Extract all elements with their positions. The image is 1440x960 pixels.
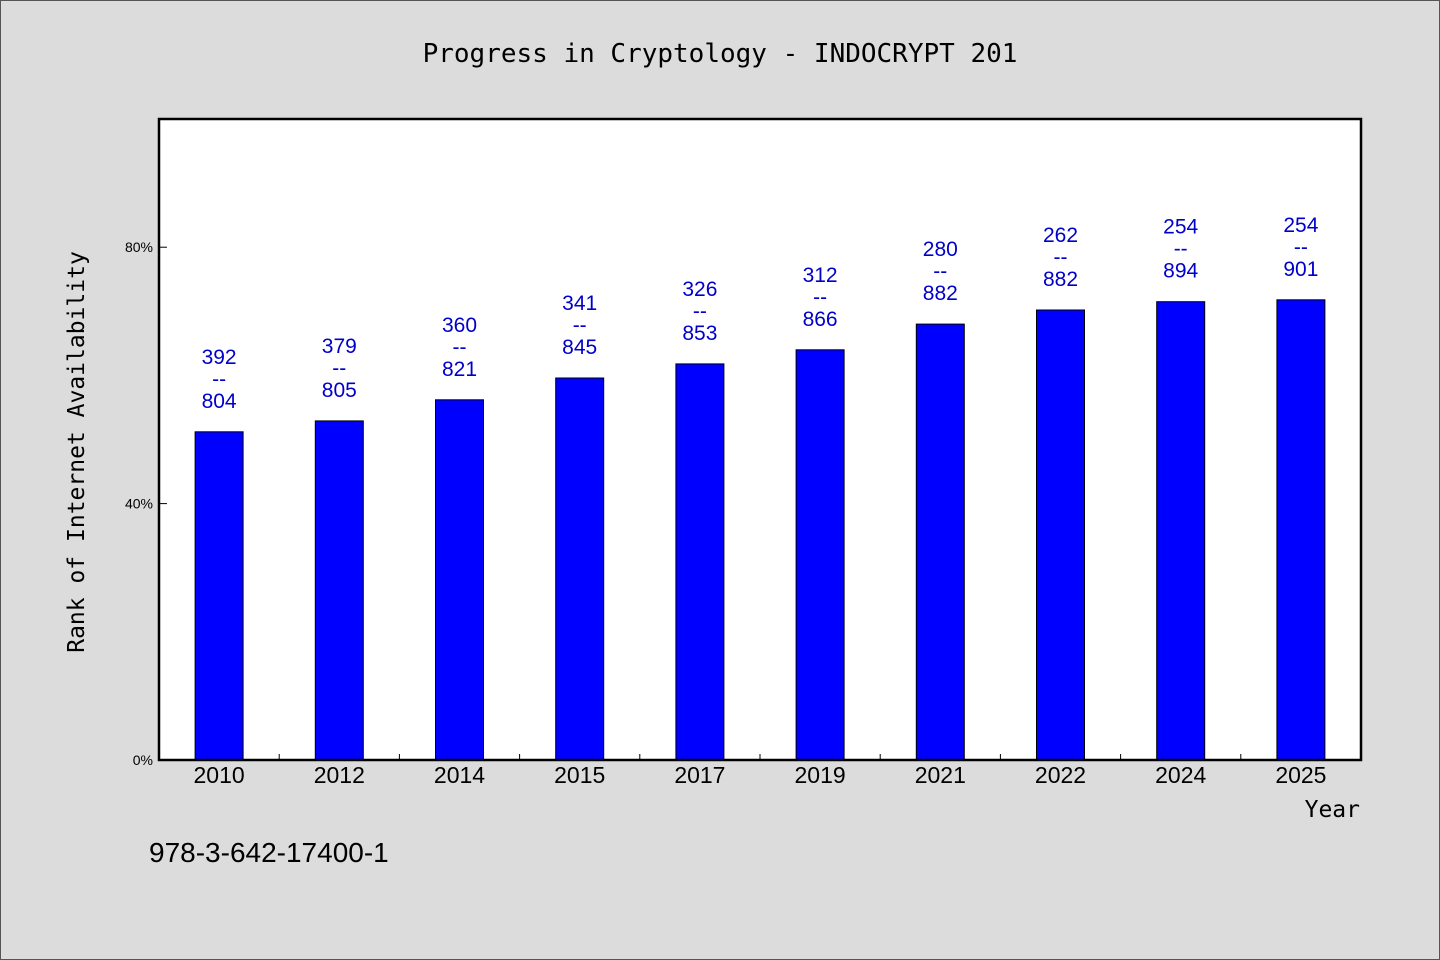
y-tick-label-80: 80%: [125, 239, 153, 255]
x-tick-label-2025: 2025: [1275, 762, 1326, 788]
x-tick-label-2015: 2015: [554, 762, 605, 788]
x-tick-label-2022: 2022: [1035, 762, 1086, 788]
bar-2015: [555, 377, 605, 761]
bar-2012: [314, 420, 364, 761]
data-label-2019-line-1: 312: [803, 264, 838, 287]
data-label-2015-line-3: 845: [562, 336, 597, 359]
x-axis-title: Year: [1305, 797, 1360, 823]
data-label-2022-line-3: 882: [1043, 268, 1078, 291]
data-label-2015-line-1: 341: [562, 292, 597, 315]
data-label-2025-line-1: 254: [1283, 214, 1318, 237]
bar-2014: [435, 399, 484, 761]
x-tick-label-2024: 2024: [1155, 762, 1206, 788]
data-label-2024-line-3: 894: [1163, 260, 1198, 283]
x-tick-label-2014: 2014: [434, 762, 485, 788]
data-label-2014-line-3: 821: [442, 358, 477, 381]
data-label-2021-line-3: 882: [923, 282, 958, 305]
bar-2024: [1156, 301, 1206, 761]
bar-2022: [1036, 309, 1085, 761]
data-label-2017-line-3: 853: [682, 322, 717, 345]
data-label-2019-line-2: --: [813, 286, 827, 309]
data-label-2012-line-3: 805: [322, 379, 357, 402]
data-labels-group: 392--804379--805360--821341--845326--853…: [202, 214, 1319, 413]
x-tick-label-2021: 2021: [915, 762, 966, 788]
data-label-2025-line-2: --: [1294, 236, 1308, 259]
bar-2021: [915, 323, 965, 761]
data-label-2022-line-2: --: [1054, 246, 1068, 269]
data-label-2024-line-2: --: [1174, 238, 1188, 261]
data-label-2014-line-2: --: [453, 336, 467, 359]
data-label-2015-line-2: --: [573, 314, 587, 337]
data-label-2012-line-2: --: [332, 357, 346, 380]
y-tick-label-0: 0%: [133, 752, 153, 768]
bar-2025: [1276, 299, 1326, 761]
x-tick-label-2019: 2019: [795, 762, 846, 788]
data-label-2010-line-2: --: [212, 368, 226, 391]
bar-2019: [795, 349, 845, 761]
data-label-2022-line-1: 262: [1043, 224, 1078, 247]
bar-2017: [675, 363, 725, 761]
data-label-2025-line-3: 901: [1283, 258, 1318, 281]
bars-group: [194, 299, 1326, 761]
data-label-2021-line-2: --: [933, 260, 947, 283]
y-axis-title: Rank of Internet Availability: [64, 251, 90, 653]
plot-border: [157, 117, 1363, 762]
y-tick-label-40: 40%: [125, 496, 153, 512]
chart-title: Progress in Cryptology - INDOCRYPT 201: [423, 39, 1018, 69]
data-label-2014-line-1: 360: [442, 314, 477, 337]
data-label-2019-line-3: 866: [803, 308, 838, 331]
data-label-2017-line-2: --: [693, 300, 707, 323]
isbn-label: 978-3-642-17400-1: [149, 837, 389, 868]
y-axis-ticks: 0% 40% 80%: [125, 239, 167, 768]
data-label-2012-line-1: 379: [322, 335, 357, 358]
x-tick-label-2010: 2010: [194, 762, 245, 788]
x-tick-label-2012: 2012: [314, 762, 365, 788]
bar-2010: [194, 431, 244, 761]
data-label-2017-line-1: 326: [682, 278, 717, 301]
x-tick-label-2017: 2017: [674, 762, 725, 788]
data-label-2021-line-1: 280: [923, 238, 958, 261]
data-label-2010-line-3: 804: [202, 390, 237, 413]
data-label-2010-line-1: 392: [202, 346, 237, 369]
data-label-2024-line-1: 254: [1163, 216, 1198, 239]
